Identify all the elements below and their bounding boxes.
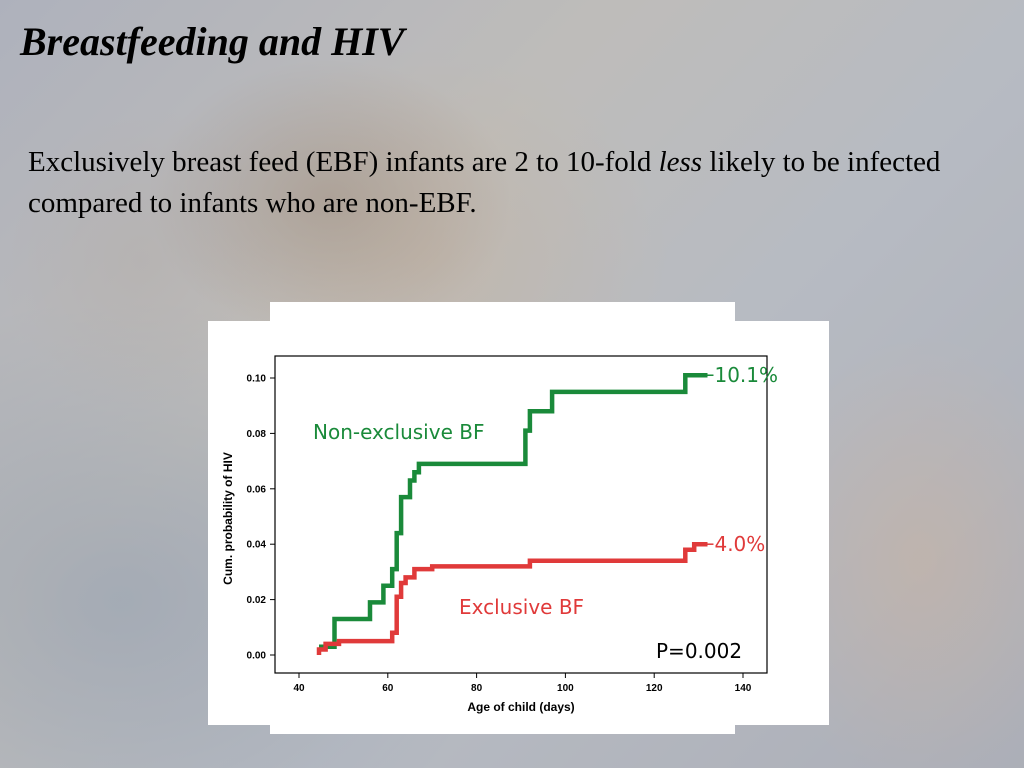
plot-frame	[274, 355, 768, 674]
exclusive-bf-line	[316, 541, 708, 655]
label-exclusive-end: 4.0%	[714, 532, 765, 556]
label-exclusive-bf: Exclusive BF	[459, 595, 584, 619]
body-text-emphasis: less	[658, 146, 703, 178]
chart-panel	[208, 321, 829, 725]
x-tick-label: 80	[471, 683, 483, 694]
y-tick-label: 0.08	[247, 429, 267, 440]
x-tick-label: 100	[557, 683, 574, 694]
x-tick-label: 120	[646, 683, 663, 694]
chart-labels: 10.1% 4.0% Non-exclusive BF Exclusive BF P=0…	[313, 363, 778, 663]
label-non-exclusive-end: 10.1%	[714, 363, 778, 387]
y-tick-label: 0.06	[247, 484, 267, 495]
y-axis-label: Cum. probability of HIV	[221, 452, 235, 585]
body-text-part2: likely to be infected compared to infant…	[28, 146, 941, 219]
chart-axes: 40 60 80 100 120 140 0.00 0.02 0.04 0.06 0.08 0.10 A…	[221, 355, 768, 714]
non-exclusive-bf-line	[319, 372, 708, 649]
hiv-chart: 40 60 80 100 120 140 0.00 0.02 0.04 0.06 0.08 0.10 A…	[221, 355, 778, 714]
y-tick-label: 0.00	[247, 651, 267, 662]
x-tick-label: 60	[382, 683, 394, 694]
y-tick-label: 0.10	[247, 374, 267, 385]
slide-title: Breastfeeding and HIV	[20, 19, 405, 64]
body-text-part1: Exclusively breast feed (EBF) infants ar…	[28, 146, 659, 178]
x-tick-label: 40	[293, 683, 305, 694]
x-tick-label: 140	[735, 683, 752, 694]
y-tick-label: 0.02	[247, 595, 267, 606]
y-tick-label: 0.04	[247, 540, 267, 551]
label-non-exclusive-bf: Non-exclusive BF	[313, 420, 484, 444]
p-value-label: P=0.002	[656, 639, 742, 663]
x-axis-label: Age of child (days)	[467, 700, 574, 714]
chart-series	[316, 372, 714, 655]
slide-body-text: Exclusively breast feed (EBF) infants ar…	[28, 142, 1003, 224]
